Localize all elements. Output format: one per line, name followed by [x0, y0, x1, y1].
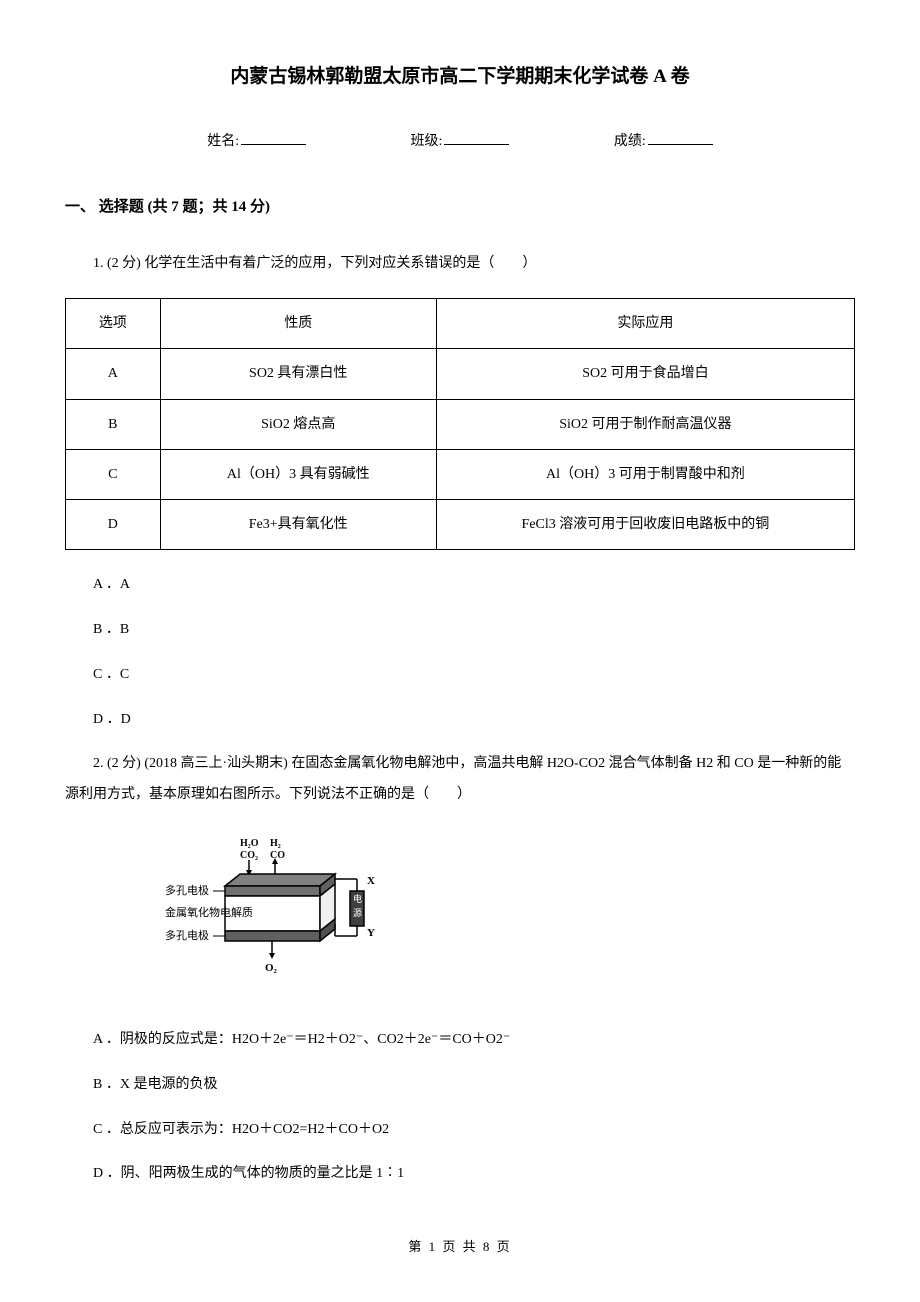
table-header-row: 选项 性质 实际应用 — [66, 299, 855, 349]
q2-options: A ．阴极的反应式是：H2O＋2e⁻＝H2＋O2⁻、CO2＋2e⁻＝CO＋O2⁻… — [65, 1025, 855, 1190]
th-property: 性质 — [160, 299, 436, 349]
q2-source: (2018 高三上·汕头期末) — [144, 756, 291, 771]
q1-number: 1. — [93, 256, 107, 271]
cell-c-opt: C — [66, 449, 161, 499]
q1-option-b: B ．B — [65, 615, 855, 646]
score-label: 成绩: — [614, 129, 646, 154]
cell-a-opt: A — [66, 349, 161, 399]
q2-points: (2 分) — [107, 756, 141, 771]
table-row: C Al（OH）3 具有弱碱性 Al（OH）3 可用于制胃酸中和剂 — [66, 449, 855, 499]
label-battery-1: 电 — [353, 893, 362, 904]
q2-option-b: B ．X 是电源的负极 — [65, 1070, 855, 1101]
cell-b-prop: SiO2 熔点高 — [160, 399, 436, 449]
cell-d-app: FeCl3 溶液可用于回收废旧电路板中的铜 — [436, 499, 854, 549]
name-blank — [241, 129, 306, 145]
q2-number: 2. — [93, 756, 107, 771]
table-row: B SiO2 熔点高 SiO2 可用于制作耐高温仪器 — [66, 399, 855, 449]
q2-diagram-container: H₂O H₂ CO₂ CO 电 源 X Y 多孔电极 — [165, 836, 855, 1000]
label-x: X — [367, 875, 375, 887]
table-row: D Fe3+具有氧化性 FeCl3 溶液可用于回收废旧电路板中的铜 — [66, 499, 855, 549]
label-h2o: H₂O — [240, 838, 259, 849]
name-field: 姓名: — [207, 129, 306, 154]
section-number: 一、 — [65, 199, 95, 215]
q2-option-c: C ．总反应可表示为：H2O＋CO2=H2＋CO＋O2 — [65, 1115, 855, 1146]
q2-text: 2. (2 分) (2018 高三上·汕头期末) 在固态金属氧化物电解池中，高温… — [65, 749, 855, 811]
label-co: CO — [270, 850, 285, 861]
q1-table: 选项 性质 实际应用 A SO2 具有漂白性 SO2 可用于食品增白 B SiO… — [65, 298, 855, 550]
cell-c-app: Al（OH）3 可用于制胃酸中和剂 — [436, 449, 854, 499]
label-porous-top: 多孔电极 — [165, 883, 209, 897]
page-footer: 第 1 页 共 8 页 — [65, 1235, 855, 1258]
score-field: 成绩: — [614, 129, 713, 154]
q1-option-c: C ．C — [65, 660, 855, 691]
cell-d-opt: D — [66, 499, 161, 549]
label-electrolyte: 金属氧化物电解质 — [165, 905, 253, 919]
score-blank — [648, 129, 713, 145]
label-o2: O₂ — [265, 962, 278, 974]
class-field: 班级: — [411, 129, 510, 154]
q1-points: (2 分) — [107, 256, 141, 271]
cell-b-app: SiO2 可用于制作耐高温仪器 — [436, 399, 854, 449]
label-porous-bot: 多孔电极 — [165, 928, 209, 942]
label-battery-2: 源 — [353, 908, 362, 918]
table-row: A SO2 具有漂白性 SO2 可用于食品增白 — [66, 349, 855, 399]
page-title: 内蒙古锡林郭勒盟太原市高二下学期期末化学试卷 A 卷 — [65, 60, 855, 94]
q2-option-a: A ．阴极的反应式是：H2O＋2e⁻＝H2＋O2⁻、CO2＋2e⁻＝CO＋O2⁻ — [65, 1025, 855, 1056]
q1-options: A ．A B ．B C ．C D ．D — [65, 570, 855, 735]
class-blank — [444, 129, 509, 145]
cell-b-opt: B — [66, 399, 161, 449]
section-header: 一、 选择题 (共 7 题；共 14 分) — [65, 194, 855, 221]
q2-option-d: D ．阴、阳两极生成的气体的物质的量之比是 1∶1 — [65, 1159, 855, 1190]
th-application: 实际应用 — [436, 299, 854, 349]
section-title: 选择题 — [99, 199, 144, 215]
label-co2: CO₂ — [240, 850, 258, 861]
th-option: 选项 — [66, 299, 161, 349]
class-label: 班级: — [411, 129, 443, 154]
cell-d-prop: Fe3+具有氧化性 — [160, 499, 436, 549]
question-2: 2. (2 分) (2018 高三上·汕头期末) 在固态金属氧化物电解池中，高温… — [65, 749, 855, 811]
question-1: 1. (2 分) 化学在生活中有着广泛的应用，下列对应关系错误的是（ ） — [65, 249, 855, 280]
label-h2: H₂ — [270, 838, 281, 849]
electrolysis-diagram: H₂O H₂ CO₂ CO 电 源 X Y 多孔电极 — [165, 836, 385, 991]
student-meta-row: 姓名: 班级: 成绩: — [65, 129, 855, 154]
cell-a-app: SO2 可用于食品增白 — [436, 349, 854, 399]
q1-option-d: D ．D — [65, 705, 855, 736]
name-label: 姓名: — [207, 129, 239, 154]
label-y: Y — [367, 927, 375, 939]
q1-option-a: A ．A — [65, 570, 855, 601]
cell-a-prop: SO2 具有漂白性 — [160, 349, 436, 399]
q1-text: 1. (2 分) 化学在生活中有着广泛的应用，下列对应关系错误的是（ ） — [65, 249, 855, 280]
section-detail: (共 7 题；共 14 分) — [148, 199, 271, 215]
q1-body: 化学在生活中有着广泛的应用，下列对应关系错误的是（ ） — [144, 256, 536, 271]
cell-c-prop: Al（OH）3 具有弱碱性 — [160, 449, 436, 499]
